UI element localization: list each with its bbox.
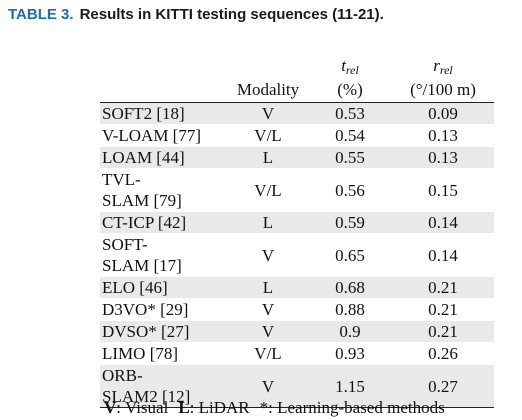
t-rel-unit: (%) [337,80,363,99]
method-column-header [100,56,228,103]
r-rel-symbol: rrel [433,56,453,77]
method-cell: ORB- SLAM2 [12] [102,366,191,406]
modality-cell: V [261,300,275,319]
table-row: TVL- SLAM [79] V/L 0.56 0.15 [100,168,494,212]
r-rel-cell: 0.13 [428,148,458,167]
modality-cell: V/L [254,126,282,145]
table-body: SOFT2 [18] V 0.53 0.09 V-LOAM [77] V/L 0… [100,102,494,408]
legend-v-text: : Visual [116,398,169,417]
legend-v-key: V [104,398,117,417]
legend-l-key: L [178,398,190,417]
method-cell: TVL- SLAM [79] [102,170,182,210]
t-rel-cell: 0.59 [335,213,365,232]
method-cell: LIMO [78] [102,344,179,363]
r-rel-cell: 0.21 [428,322,458,341]
r-rel-cell: 0.09 [428,104,458,123]
table-legend: V: Visual L: LiDAR *: Learning-based metho… [104,398,445,418]
table-row: ELO [46] L 0.68 0.21 [100,276,494,299]
t-rel-cell: 1.15 [335,376,365,396]
modality-cell: V [261,245,275,265]
modality-cell: V/L [254,344,282,363]
t-rel-cell: 0.93 [335,344,365,363]
r-rel-cell: 0.14 [428,213,458,232]
t-rel-cell: 0.88 [335,300,365,319]
table-row: LOAM [44] L 0.55 0.13 [100,146,494,169]
t-rel-cell: 0.54 [335,126,365,145]
modality-cell: V/L [254,180,282,200]
modality-column-header: Modality [236,80,300,99]
method-cell: SOFT- SLAM [17] [102,235,182,275]
table-caption: TABLE 3. Results in KITTI testing sequenc… [8,6,384,23]
t-rel-cell: 0.65 [335,245,365,265]
r-rel-cell: 0.26 [428,344,458,363]
t-rel-cell: 0.55 [335,148,365,167]
legend-learning-text: *: Learning-based methods [259,398,445,417]
modality-cell: V [261,376,275,396]
r-rel-column-header: rrel (°/100 m) [392,56,494,103]
table-row: SOFT- SLAM [17] V 0.65 0.14 [100,233,494,277]
method-cell: DVSO* [27] [102,322,190,341]
table-row: ORB- SLAM2 [12] V 1.15 0.27 [100,364,494,408]
table-row: CT-ICP [42] L 0.59 0.14 [100,211,494,234]
method-cell: SOFT2 [18] [102,104,185,123]
method-cell: ELO [46] [102,278,168,297]
t-rel-cell: 0.56 [335,180,365,200]
t-rel-cell: 0.68 [335,278,365,297]
modality-cell: V [261,104,275,123]
modality-cell: V [261,322,275,341]
method-cell: V-LOAM [77] [102,126,202,145]
t-rel-cell: 0.53 [335,104,365,123]
table-title: Results in KITTI testing sequences (11-2… [79,6,384,23]
r-rel-cell: 0.21 [428,300,458,319]
table-header: Modality trel (%) rrel (°/100 m) [100,56,494,103]
method-cell: LOAM [44] [102,148,185,167]
r-rel-cell: 0.27 [428,376,458,396]
t-rel-symbol: trel [341,56,359,77]
method-cell: CT-ICP [42] [102,213,187,232]
table-row: LIMO [78] V/L 0.93 0.26 [100,342,494,365]
results-table: Modality trel (%) rrel (°/100 m) SOFT2 [… [100,56,494,408]
r-rel-cell: 0.14 [428,245,458,265]
legend-l-text: : LiDAR [189,398,250,417]
r-rel-cell: 0.15 [428,180,458,200]
r-rel-cell: 0.13 [428,126,458,145]
table-number: TABLE 3. [8,6,74,23]
table-row: V-LOAM [77] V/L 0.54 0.13 [100,124,494,147]
t-rel-cell: 0.9 [339,322,361,341]
t-rel-column-header: trel (%) [308,56,392,103]
header-row: Modality trel (%) rrel (°/100 m) [100,56,494,103]
table-row: DVSO* [27] V 0.9 0.21 [100,320,494,343]
r-rel-unit: (°/100 m) [410,80,476,99]
table-row: D3VO* [29] V 0.88 0.21 [100,298,494,321]
modality-cell: L [262,213,274,232]
r-rel-cell: 0.21 [428,278,458,297]
table-row: SOFT2 [18] V 0.53 0.09 [100,102,494,125]
modality-cell: L [262,278,274,297]
method-cell: D3VO* [29] [102,300,189,319]
modality-cell: L [262,148,274,167]
